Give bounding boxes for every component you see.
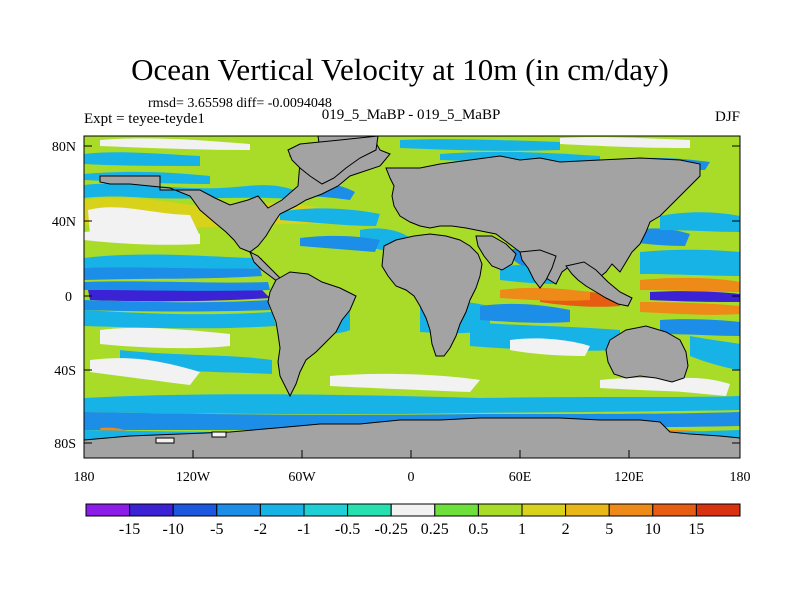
runs-label: 019_5_MaBP - 019_5_MaBP [321,107,501,123]
x-tick-label: 180 [74,470,95,485]
land-india [519,249,557,289]
colorbar-swatch [608,503,654,517]
colorbar-swatch [477,503,523,517]
colorbar-label: 0.25 [421,521,449,538]
colorbar-swatch [85,503,131,517]
contour-band [100,138,250,150]
contour-band [88,288,270,302]
land-masses [84,136,740,458]
colorbar-swatch [259,503,305,517]
contour-band [640,302,740,315]
land-se-asia [565,261,633,307]
land-south-america [267,271,357,398]
ice-patch [155,437,175,444]
land-africa [381,233,483,357]
contour-band [84,300,270,312]
contour-band [100,327,230,349]
contour-band [300,235,380,252]
y-tick-label: 0 [65,290,72,305]
contour-band [90,358,200,385]
land-greenland [287,136,379,185]
plot-title: Ocean Vertical Velocity at 10m (in cm/da… [131,52,669,87]
contour-band [480,303,570,323]
season-label: DJF [714,109,740,125]
colorbar-label: 2 [562,521,570,538]
contour-band [660,377,730,396]
colorbar-swatch [303,503,349,517]
experiment-label: Expt = teyee-teyde1 [84,111,205,127]
y-tick-label: 40N [52,215,76,230]
colorbar-swatch [129,503,174,517]
contour-band [84,152,200,166]
colorbar-label: 5 [605,521,613,538]
map-frame [83,135,741,459]
contour-band [470,322,620,351]
ice-patch [211,431,227,438]
x-tick-label: 120E [614,470,644,485]
colorbar-label: -1 [297,521,310,538]
contour-band [84,265,262,280]
colorbar-label: -2 [254,521,267,538]
contour-band [660,212,740,232]
contour-band [660,319,740,336]
colorbar-swatch [434,503,479,517]
contour-band [560,137,690,148]
land-antarctica [84,417,740,458]
colorbar-swatch [521,503,567,517]
colorbar-label: 0.5 [468,521,488,538]
colorbar-swatch [216,503,261,517]
colorbar-label: -0.25 [375,521,408,538]
x-tick-label: 60W [288,470,316,485]
y-axis: 80N 40N 0 40S 80S [52,140,740,452]
y-tick-label: 40S [54,364,76,379]
colorbar-label: -5 [210,521,223,538]
colorbar-swatch [390,503,436,517]
colorbar-label: 10 [645,521,661,538]
contour-band [84,394,740,414]
colorbar-label: 1 [518,521,526,538]
contour-band [650,291,740,302]
x-tick-label: 0 [408,470,415,485]
contour-band [84,229,200,245]
y-tick-label: 80S [54,437,76,452]
contour-band [280,208,380,226]
colorbar-label: -15 [119,521,140,538]
contour-band [510,338,590,356]
contour-band [84,281,270,291]
x-tick-label: 60E [509,470,532,485]
colorbar-swatch [565,503,610,517]
colorbar-swatch [652,503,697,517]
land-australia [605,325,689,383]
y-tick-label: 80N [52,140,76,155]
contour-band [84,254,262,269]
colorbar-label: 15 [688,521,704,538]
colorbar-swatch [347,503,392,517]
colorbar-swatch [695,503,741,517]
map-field [84,136,740,458]
colorbar-label: -10 [163,521,184,538]
contour-band [500,287,590,301]
contour-band [640,277,740,292]
land-arabia [475,235,517,271]
colorbar: -15 -10 -5 -2 -1 -0.5 -0.25 0.25 0.5 1 2 5 10 15 [85,503,741,538]
contour-band [640,249,740,276]
contour-band [84,310,276,329]
colorbar-swatch [172,503,218,517]
contour-band [330,373,480,392]
x-tick-label: 180 [730,470,751,485]
contour-band [400,139,560,151]
x-tick-label: 120W [176,470,211,485]
colorbar-label: -0.5 [335,521,360,538]
stats-label: rmsd= 3.65598 diff= -0.0094048 [148,96,332,111]
contour-band [690,336,740,370]
x-axis: 180 120W 60W 0 60E 120E 180 [74,450,751,485]
